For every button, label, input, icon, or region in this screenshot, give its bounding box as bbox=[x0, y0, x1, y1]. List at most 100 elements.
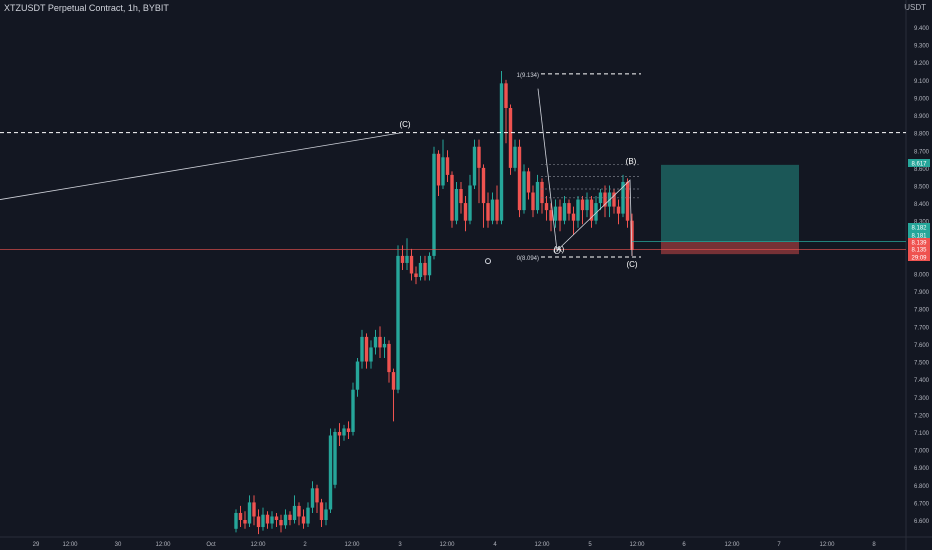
candle-body bbox=[355, 361, 360, 390]
candle-body bbox=[279, 520, 283, 526]
price-tag-label: 8.139 bbox=[911, 241, 927, 247]
x-tick-label: 12:00 bbox=[155, 542, 171, 548]
candle-body bbox=[513, 146, 517, 168]
candle-body bbox=[481, 167, 486, 204]
price-tag bbox=[908, 159, 930, 167]
x-tick-label: 3 bbox=[398, 542, 402, 548]
candle-body bbox=[454, 188, 459, 221]
candle-body bbox=[288, 514, 292, 520]
candle-body bbox=[567, 203, 571, 214]
candle-body bbox=[580, 199, 585, 211]
candle-body bbox=[598, 192, 603, 204]
fib-bottom-label: 0(8.094) bbox=[517, 256, 539, 262]
candle-body bbox=[315, 488, 319, 503]
candle-body bbox=[468, 185, 472, 221]
y-tick-label: 7.800 bbox=[914, 308, 930, 314]
price-tag-label: 8.182 bbox=[911, 226, 927, 232]
y-tick-label: 7.400 bbox=[914, 378, 930, 384]
y-tick-label: 7.600 bbox=[914, 343, 930, 349]
fib-top-label: 1(9.134) bbox=[517, 73, 539, 79]
candle-body bbox=[247, 502, 252, 524]
wave-label: (C) bbox=[399, 120, 410, 129]
candle-body bbox=[274, 516, 279, 520]
candle-body bbox=[477, 146, 481, 168]
price-tag-label: 29:09 bbox=[911, 256, 927, 262]
price-tag-label: 8.135 bbox=[911, 248, 927, 254]
y-tick-label: 8.300 bbox=[914, 220, 930, 226]
profit-zone bbox=[661, 164, 799, 242]
candle-body bbox=[459, 188, 463, 204]
candle-body bbox=[427, 255, 432, 276]
candle-body bbox=[499, 83, 504, 221]
candle-body bbox=[328, 435, 333, 510]
y-tick-label: 8.600 bbox=[914, 167, 930, 173]
x-tick-label: 8 bbox=[872, 542, 876, 548]
candle-body bbox=[342, 428, 346, 436]
candle-body bbox=[418, 262, 423, 278]
price-tag bbox=[908, 253, 930, 261]
candle-body bbox=[324, 509, 328, 520]
y-tick-label: 8.000 bbox=[914, 273, 930, 279]
x-tick-label: 12:00 bbox=[724, 542, 740, 548]
candle-body bbox=[414, 273, 418, 278]
candle-body bbox=[252, 502, 256, 517]
candle-body bbox=[297, 505, 301, 517]
candle-body bbox=[450, 174, 454, 221]
x-tick-label: 2 bbox=[303, 542, 307, 548]
candle-body bbox=[351, 389, 355, 432]
x-tick-label: 12:00 bbox=[629, 542, 645, 548]
candle-body bbox=[553, 206, 558, 221]
price-tag bbox=[908, 245, 930, 253]
y-tick-label: 7.700 bbox=[914, 325, 930, 331]
candle-body bbox=[405, 255, 409, 263]
x-tick-label: 12:00 bbox=[534, 542, 550, 548]
candle-body bbox=[549, 210, 553, 221]
price-tag-label: 8.617 bbox=[911, 162, 927, 168]
candle-body bbox=[562, 203, 567, 221]
y-tick-label: 8.400 bbox=[914, 202, 930, 208]
candle-body bbox=[630, 220, 634, 250]
candle-body bbox=[396, 255, 400, 390]
candle-body bbox=[504, 83, 508, 108]
x-tick-label: 12:00 bbox=[439, 542, 455, 548]
candle-body bbox=[616, 206, 621, 214]
candle-body bbox=[432, 153, 436, 256]
y-tick-label: 9.300 bbox=[914, 44, 930, 50]
y-tick-label: 7.000 bbox=[914, 449, 930, 455]
candle-body bbox=[337, 431, 342, 436]
trend-line bbox=[0, 132, 403, 200]
chart-title: XTZUSDT Perpetual Contract, 1h, BYBIT bbox=[4, 3, 169, 13]
x-tick-label: 7 bbox=[777, 542, 781, 548]
candle-body bbox=[364, 336, 369, 362]
candle-body bbox=[333, 431, 337, 485]
candle-body bbox=[243, 520, 247, 524]
x-tick-label: 5 bbox=[588, 542, 592, 548]
candle-body bbox=[576, 199, 580, 221]
y-tick-label: 7.500 bbox=[914, 361, 930, 367]
candle-body bbox=[522, 171, 526, 211]
y-tick-label: 9.000 bbox=[914, 96, 930, 102]
y-tick-label: 8.500 bbox=[914, 184, 930, 190]
candle-body bbox=[589, 199, 594, 221]
y-tick-label: 6.700 bbox=[914, 501, 930, 507]
y-tick-label: 8.800 bbox=[914, 132, 930, 138]
wave-label: (A) bbox=[554, 245, 565, 254]
x-tick-label: 4 bbox=[493, 542, 497, 548]
x-tick-label: 12:00 bbox=[819, 542, 835, 548]
candle-body bbox=[270, 516, 274, 524]
candle-body bbox=[319, 502, 324, 520]
candle-body bbox=[594, 203, 598, 221]
candle-body bbox=[292, 505, 297, 520]
y-tick-label: 8.900 bbox=[914, 114, 930, 120]
y-tick-label: 6.800 bbox=[914, 484, 930, 490]
candle-body bbox=[508, 107, 513, 168]
candle-body bbox=[306, 507, 310, 524]
candle-body bbox=[495, 199, 499, 221]
candle-body bbox=[472, 146, 477, 186]
price-tag bbox=[908, 223, 930, 231]
candle-body bbox=[256, 516, 261, 528]
candle-body bbox=[409, 255, 414, 274]
candle-body bbox=[387, 343, 391, 373]
candle-body bbox=[369, 347, 373, 362]
